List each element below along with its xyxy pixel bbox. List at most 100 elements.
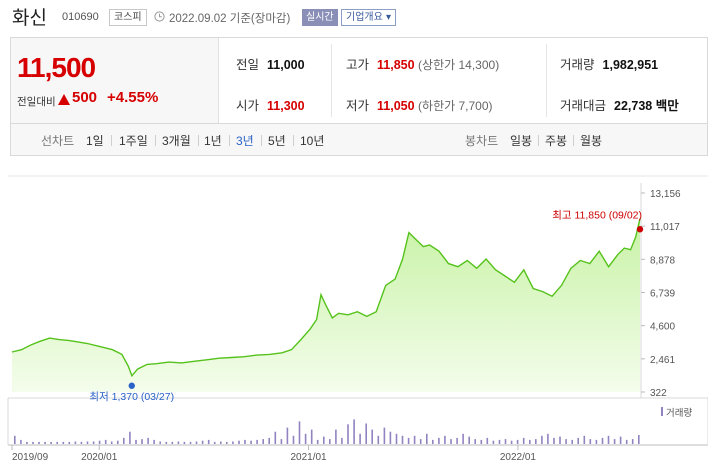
volume-bar <box>62 441 65 444</box>
prev-close: 전일 11,000 <box>236 54 305 73</box>
volume-bar <box>304 433 307 445</box>
volume-bar <box>619 436 622 444</box>
volume-bar <box>541 435 543 444</box>
volume-bar <box>638 435 640 444</box>
volume-bar <box>353 419 355 444</box>
volume-legend-label: 거래량 <box>666 407 692 419</box>
low-value: 11,050 <box>377 99 415 113</box>
volume-bar <box>74 441 77 444</box>
volume-bar <box>432 439 434 444</box>
period-separator <box>293 135 294 146</box>
volume-bar <box>335 429 337 444</box>
volume-bar <box>14 435 16 444</box>
volume-bar <box>510 440 513 444</box>
volume-bar <box>444 435 446 444</box>
period-daily-candle[interactable]: 일봉 <box>510 134 533 148</box>
volume-bar <box>201 440 204 444</box>
volume-bar <box>80 441 83 444</box>
open-label: 시가 <box>236 99 260 113</box>
realtime-button[interactable]: 실시간 <box>302 9 338 26</box>
volume-bar <box>456 437 458 444</box>
volume-bar <box>171 441 174 444</box>
current-price: 11,500 <box>17 52 96 83</box>
high-value: 11,850 <box>377 58 415 72</box>
y-tick-label: 13,156 <box>650 189 681 200</box>
change-label: 전일대비 <box>17 96 56 108</box>
volume-bar <box>486 437 489 444</box>
volume-bar <box>250 440 252 444</box>
volume-bar <box>595 439 598 444</box>
volume-bar <box>389 431 392 444</box>
volume-bar <box>607 435 610 444</box>
volume-bar <box>583 435 586 444</box>
volume-bar <box>480 439 483 444</box>
volume-bar <box>183 441 186 444</box>
y-tick-label: 322 <box>650 388 667 399</box>
volume-bar <box>26 441 28 444</box>
volume-bar <box>516 439 519 444</box>
company-overview-dropdown[interactable]: 기업개요 ▾ <box>341 9 396 26</box>
volume-bar <box>535 439 537 444</box>
high-price: 고가 11,850 (상한가 14,300) <box>346 54 499 73</box>
period-separator <box>538 135 539 146</box>
volume-bar <box>553 437 555 444</box>
volume-bar <box>547 433 549 445</box>
volume-bar <box>129 431 131 444</box>
volume-legend-swatch <box>661 407 663 416</box>
volume-bar <box>135 439 137 444</box>
period-weekly-candle[interactable]: 주봉 <box>545 134 568 148</box>
period-5y[interactable]: 5년 <box>268 134 286 148</box>
y-tick-label: 6,739 <box>650 289 675 300</box>
low-label: 저가 <box>346 99 370 113</box>
current-price-box: 11,500 전일대비 500 +4.55% <box>11 38 219 123</box>
period-10y[interactable]: 10년 <box>300 134 325 148</box>
x-tick-label: 2020/01 <box>81 452 118 463</box>
prev-close-label: 전일 <box>236 58 260 72</box>
volume-bar <box>244 439 246 444</box>
period-1d[interactable]: 1일 <box>86 134 104 148</box>
min-label: 최저 1,370 (03/27) <box>89 391 174 403</box>
y-tick-label: 11,017 <box>650 222 680 233</box>
stats-divider <box>546 44 547 117</box>
volume-label: 거래량 <box>560 58 595 72</box>
volume-bar <box>310 429 313 444</box>
quote-date-suffix: 기준(장마감) <box>229 13 291 25</box>
amount-unit: 백만 <box>655 99 679 113</box>
market-badge: 코스피 <box>109 9 147 26</box>
period-3m[interactable]: 3개월 <box>162 134 191 148</box>
period-1y[interactable]: 1년 <box>204 134 222 148</box>
stock-code: 010690 <box>62 11 99 23</box>
stock-header: 화신 010690 코스피 2022.09.02 기준(장마감) 실시간 기업개… <box>0 0 708 36</box>
volume-bar <box>377 435 380 444</box>
volume-bar <box>383 427 386 444</box>
volume-bar <box>401 435 404 444</box>
y-tick-label: 2,461 <box>650 355 675 366</box>
volume-bar <box>159 441 161 444</box>
volume-bar <box>601 437 604 444</box>
x-tick-label: 2019/09 <box>12 452 49 463</box>
volume-bar <box>589 439 592 444</box>
volume-bar <box>613 439 616 444</box>
volume-bar <box>468 436 470 444</box>
period-3y[interactable]: 3년 <box>236 134 254 148</box>
price-area <box>12 218 640 392</box>
period-monthly-candle[interactable]: 월봉 <box>580 134 603 148</box>
max-marker <box>636 226 644 233</box>
volume-bar <box>256 439 258 444</box>
price-change: 500 <box>72 89 98 106</box>
volume-bar <box>220 441 222 444</box>
volume-bar <box>104 439 107 444</box>
min-marker <box>128 382 135 389</box>
volume-bar <box>262 439 264 444</box>
lower-limit: (하한가 7,700) <box>418 99 493 113</box>
period-separator <box>573 135 574 146</box>
volume-bar <box>123 437 125 444</box>
volume-bar <box>529 439 531 444</box>
period-1w[interactable]: 1주일 <box>119 134 148 148</box>
period-separator <box>111 135 112 146</box>
volume-value: 1,982,951 <box>602 58 659 72</box>
volume-bar <box>365 423 367 444</box>
volume-bar <box>280 439 283 444</box>
volume-bar <box>395 433 398 445</box>
period-separator <box>229 135 230 146</box>
